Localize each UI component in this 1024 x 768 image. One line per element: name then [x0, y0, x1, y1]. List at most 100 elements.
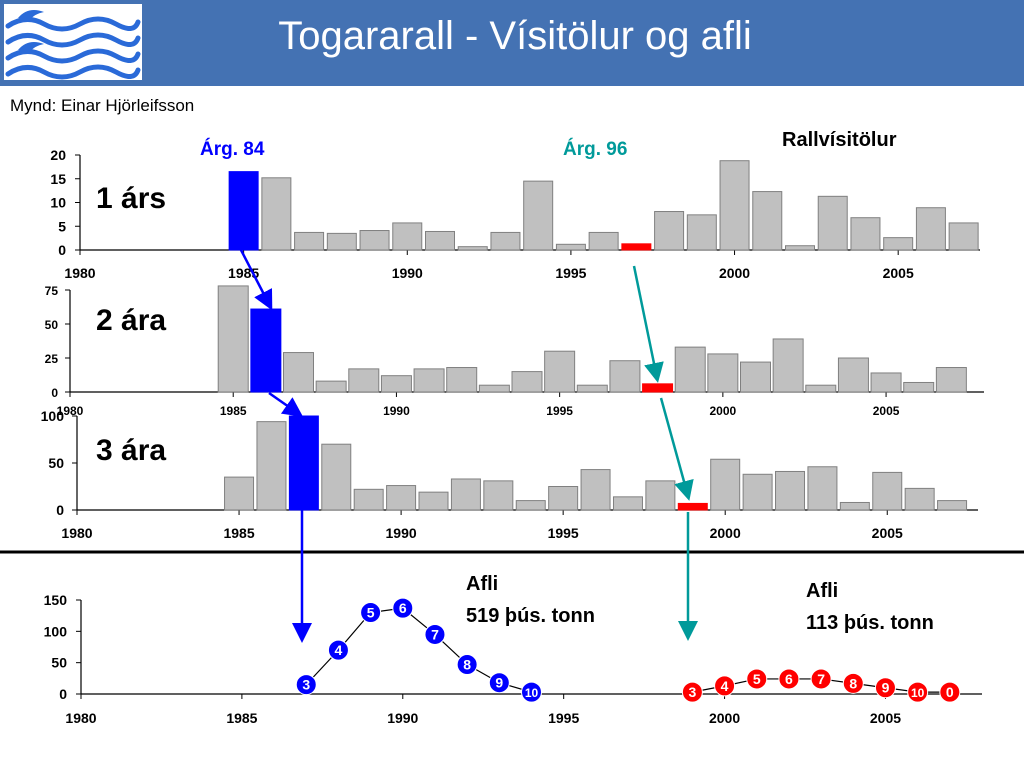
bar-1987: [283, 352, 314, 393]
bar-1992: [446, 367, 478, 393]
catch-point-2000: [714, 675, 736, 697]
bar-1989: [353, 488, 384, 511]
x-tick-label: 1985: [226, 710, 257, 726]
x-tick-label: 1990: [383, 404, 410, 418]
bar-1989: [348, 368, 380, 393]
catch-point-1987: [295, 674, 317, 696]
catch-point-label: 9: [882, 680, 890, 696]
year-class-96-label: Árg. 96: [563, 138, 627, 160]
bar-2004: [850, 217, 881, 251]
y-tick-label: 100: [44, 623, 68, 639]
y-tick-label: 15: [50, 171, 66, 187]
overlay-layer: 1 árs 2 ára 3 ára Rallvísitölur Árg. 84 …: [0, 129, 1024, 643]
catch-point-1989: [360, 602, 382, 624]
x-tick-label: 1990: [392, 265, 423, 281]
catch-point-label: 7: [431, 626, 439, 642]
wave-logo-icon: [5, 10, 141, 80]
catch-point-2005: [874, 677, 896, 699]
cohort-84-arrow-1: [239, 249, 273, 311]
catch-point-label: 8: [849, 675, 857, 691]
bar-1986: [256, 421, 287, 511]
bar-1998: [642, 383, 674, 393]
catch-point-2006: [907, 681, 929, 703]
institute-logo: [4, 4, 142, 80]
x-tick-label: 1995: [548, 525, 579, 541]
y-tick-label: 50: [45, 318, 59, 332]
author-credit: Mynd: Einar Hjörleifsson: [10, 96, 195, 115]
x-tick-label: 2000: [710, 404, 737, 418]
catch-point-1999: [681, 681, 703, 703]
x-tick-label: 1985: [220, 404, 247, 418]
bar-2000: [710, 458, 741, 511]
bar-2006: [904, 487, 935, 511]
bar-2001: [752, 191, 783, 251]
bar-1991: [413, 368, 445, 393]
x-tick-label: 1980: [65, 710, 96, 726]
bar-1999: [674, 346, 706, 393]
year-class-84-label: Árg. 84: [200, 138, 265, 160]
bar-2002: [785, 245, 815, 251]
catch-point-label: 10: [911, 686, 925, 700]
bar-1985: [228, 171, 259, 251]
bar-1990: [386, 485, 417, 511]
bar-2007: [935, 367, 967, 393]
y-tick-label: 0: [59, 686, 67, 702]
bar-2003: [807, 466, 838, 511]
bar-1985: [224, 476, 255, 511]
catch-point-1990: [392, 597, 414, 619]
x-tick-label: 1990: [386, 525, 417, 541]
y-tick-label: 150: [44, 592, 68, 608]
bar-1988: [326, 232, 357, 251]
catch-96-label-line2: 113 þús. tonn: [806, 612, 934, 634]
catch-point-label: 6: [785, 671, 793, 687]
y-tick-label: 0: [56, 502, 64, 518]
bar-1999: [686, 214, 717, 251]
catch-point-label: 8: [463, 657, 471, 673]
bar-1995: [555, 243, 586, 251]
bar-1996: [580, 469, 611, 511]
cohort-84-arrow-2: [268, 391, 304, 417]
catch-point-label: 7: [817, 671, 825, 687]
bar-1991: [425, 230, 455, 251]
bar-1989: [359, 230, 390, 251]
panel-label-1ars: 1 árs: [96, 182, 166, 215]
bar-1999: [677, 502, 708, 511]
x-tick-label: 2005: [870, 710, 901, 726]
bar-1990: [380, 375, 412, 393]
y-tick-label: 0: [51, 386, 58, 400]
bar-2007: [948, 222, 979, 251]
x-tick-label: 1990: [387, 710, 418, 726]
y-tick-label: 100: [41, 408, 65, 424]
slide-header: Togararall - Vísitölur og afli: [0, 0, 1024, 86]
bar-2006: [915, 207, 946, 251]
cohort-96-arrow-2: [659, 397, 694, 501]
bar-1992: [450, 478, 481, 511]
y-tick-label: 50: [48, 455, 64, 471]
bar-2004: [837, 357, 869, 393]
catch-84-label-line2: 519 þús. tonn: [466, 605, 595, 627]
panel-label-3ara: 3 ára: [96, 434, 166, 467]
panel-label-2ara: 2 ára: [96, 304, 166, 337]
catch-point-2001: [746, 668, 768, 690]
bar-2003: [805, 384, 837, 393]
chart-2: 0 25 50 75 1980 1985 1990 1995 2000 2005: [45, 284, 984, 418]
bar-2002: [775, 470, 806, 511]
bar-2000: [707, 353, 739, 393]
catch-point-label: 5: [367, 605, 375, 621]
x-tick-label: 1980: [57, 404, 84, 418]
bar-1993: [483, 480, 514, 511]
y-tick-label: 75: [45, 284, 59, 298]
bar-2006: [903, 381, 935, 393]
catch-point-1994: [521, 681, 542, 703]
cohort-96-arrow-1: [632, 265, 664, 383]
bar-1985: [217, 285, 249, 393]
catch-point-2003: [810, 668, 832, 690]
catch-point-label: 4: [721, 678, 729, 694]
x-tick-label: 2005: [872, 525, 903, 541]
rallvisitolur-label: Rallvísitölur: [782, 129, 897, 151]
bar-2004: [839, 501, 870, 511]
bar-1996: [576, 384, 608, 393]
bar-2007: [937, 500, 968, 511]
